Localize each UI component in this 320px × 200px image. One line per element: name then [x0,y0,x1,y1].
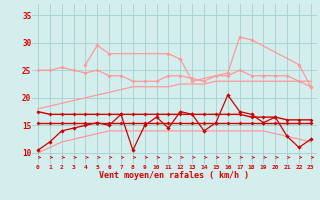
X-axis label: Vent moyen/en rafales ( km/h ): Vent moyen/en rafales ( km/h ) [100,171,249,180]
